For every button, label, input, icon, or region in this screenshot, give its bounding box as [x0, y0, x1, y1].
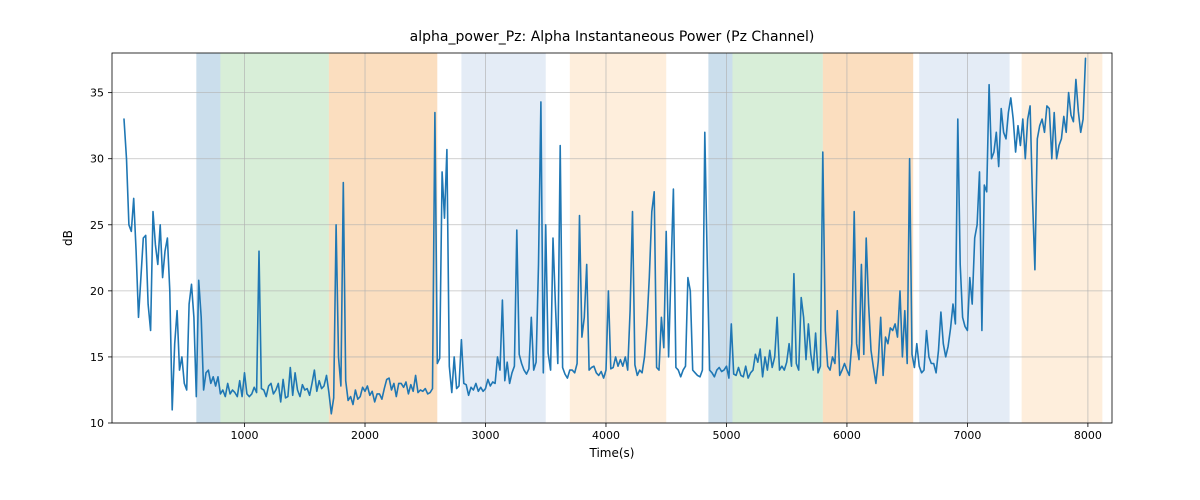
axvspan-8 [919, 53, 1009, 423]
xtick-label: 2000 [351, 429, 379, 442]
xtick-label: 5000 [712, 429, 740, 442]
xtick-label: 1000 [231, 429, 259, 442]
xtick-label: 3000 [471, 429, 499, 442]
axvspan-1 [220, 53, 328, 423]
chart-title: alpha_power_Pz: Alpha Instantaneous Powe… [410, 29, 815, 45]
ytick-label: 25 [90, 219, 104, 232]
axvspan-4 [570, 53, 666, 423]
xtick-label: 6000 [833, 429, 861, 442]
x-axis-label: Time(s) [589, 446, 635, 460]
axvspan-7 [823, 53, 913, 423]
ytick-label: 35 [90, 87, 104, 100]
xtick-label: 4000 [592, 429, 620, 442]
y-axis-label: dB [61, 230, 75, 246]
xtick-label: 8000 [1074, 429, 1102, 442]
axvspan-0 [196, 53, 220, 423]
ytick-label: 30 [90, 153, 104, 166]
plot-area: 1000 2000 3000 4000 5000 6000 7000 8000 10 15 20 25… [90, 53, 1112, 442]
chart-container: 1000 2000 3000 4000 5000 6000 7000 8000 10 15 20 25… [0, 0, 1200, 500]
ytick-label: 10 [90, 417, 104, 430]
ytick-label: 20 [90, 285, 104, 298]
chart-svg: 1000 2000 3000 4000 5000 6000 7000 8000 10 15 20 25… [0, 0, 1200, 500]
ytick-label: 15 [90, 351, 104, 364]
xtick-label: 7000 [953, 429, 981, 442]
